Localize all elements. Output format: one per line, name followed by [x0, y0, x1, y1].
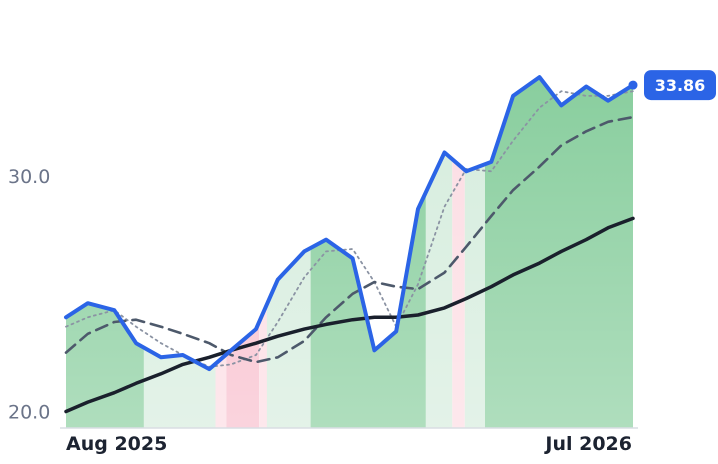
series-line-0	[64, 75, 635, 372]
series-line-1	[65, 90, 634, 368]
last-value-label: 33.86	[655, 76, 706, 95]
series-line-2	[64, 115, 635, 364]
y-tick-label: 30.0	[8, 166, 50, 188]
y-tick-label: 20.0	[8, 402, 50, 424]
series-line-3	[64, 216, 635, 414]
x-tick-label: Aug 2025	[66, 433, 167, 455]
last-value-badge: 33.86	[628, 70, 716, 101]
x-tick-label: Jul 2026	[543, 433, 632, 455]
series-lines	[64, 75, 635, 414]
axes: 30.0 20.0 Aug 2025 Jul 2026	[8, 166, 638, 455]
last-value-dot	[628, 80, 638, 90]
last-value-badge-bg	[644, 70, 716, 101]
area-fade	[66, 30, 633, 428]
